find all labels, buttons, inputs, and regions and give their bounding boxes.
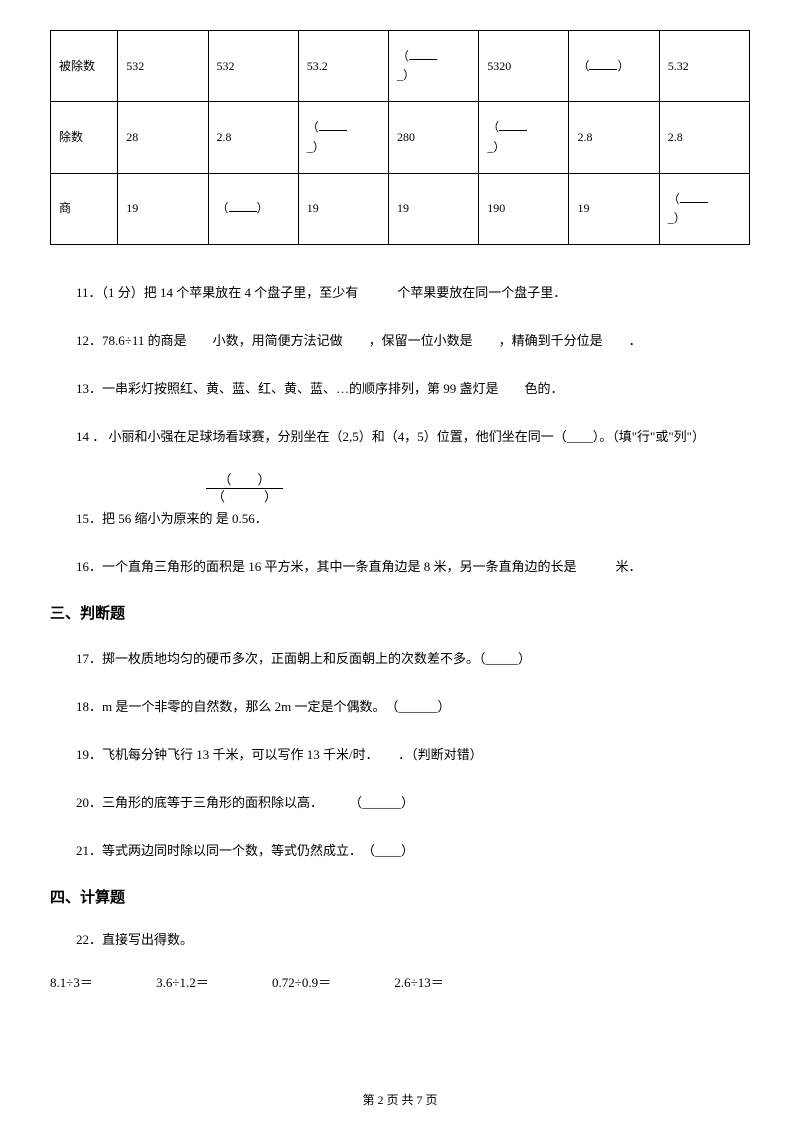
question-11: 11．（1 分）把 14 个苹果放在 4 个盘子里，至少有 个苹果要放在同一个盘…	[50, 280, 750, 306]
table-cell-blank: （_）	[298, 102, 388, 173]
question-18: 18．m 是一个非零的自然数，那么 2m 一定是个偶数。 （______）	[50, 694, 750, 720]
table-row: 被除数 532 532 53.2 （_） 5320 （） 5.32	[51, 31, 750, 102]
table-cell: 280	[388, 102, 478, 173]
table-row: 商 19 （） 19 19 190 19 （_）	[51, 173, 750, 244]
question-14: 14 ． 小丽和小强在足球场看球赛，分别坐在（2,5）和（4，5）位置，他们坐在…	[50, 424, 750, 450]
table-cell: 2.8	[659, 102, 749, 173]
calc-item: 8.1÷3＝	[50, 973, 93, 994]
row-label: 被除数	[51, 31, 118, 102]
question-16: 16．一个直角三角形的面积是 16 平方米，其中一条直角边是 8 米，另一条直角…	[50, 554, 750, 580]
row-label: 除数	[51, 102, 118, 173]
row-label: 商	[51, 173, 118, 244]
table-cell: 53.2	[298, 31, 388, 102]
table-cell: 5.32	[659, 31, 749, 102]
calc-item: 3.6÷1.2＝	[156, 973, 209, 994]
calc-items: 8.1÷3＝ 3.6÷1.2＝ 0.72÷0.9＝ 2.6÷13＝	[50, 973, 750, 994]
q15-pre: 15．把 56 缩小为原来的	[76, 511, 213, 526]
table-cell: 19	[569, 173, 659, 244]
section-heading-3: 三、判断题	[50, 602, 750, 626]
table-row: 除数 28 2.8 （_） 280 （_） 2.8 2.8	[51, 102, 750, 173]
fraction-numerator: （ ）	[206, 472, 283, 489]
question-15: （ ） （ ） 15．把 56 缩小为原来的 是 0.56．	[50, 472, 750, 532]
table-cell: 28	[118, 102, 208, 173]
page-footer: 第 2 页 共 7 页	[0, 1091, 800, 1110]
table-cell-blank: （）	[569, 31, 659, 102]
table-cell-blank: （_）	[659, 173, 749, 244]
calc-item: 0.72÷0.9＝	[272, 973, 331, 994]
table-cell: 532	[118, 31, 208, 102]
table-cell: 19	[298, 173, 388, 244]
table-cell: 2.8	[569, 102, 659, 173]
table-cell: 19	[118, 173, 208, 244]
table-cell: 19	[388, 173, 478, 244]
fraction: （ ） （ ）	[206, 472, 283, 504]
question-13: 13．一串彩灯按照红、黄、蓝、红、黄、蓝、…的顺序排列，第 99 盏灯是 色的．	[50, 376, 750, 402]
question-17: 17．掷一枚质地均匀的硬币多次，正面朝上和反面朝上的次数差不多。（_____）	[50, 646, 750, 672]
q15-post: 是 0.56．	[216, 511, 268, 526]
table-cell-blank: （_）	[479, 102, 569, 173]
table-cell-blank: （）	[208, 173, 298, 244]
question-20: 20．三角形的底等于三角形的面积除以高． （______）	[50, 790, 750, 816]
calc-item: 2.6÷13＝	[394, 973, 443, 994]
question-22: 22．直接写出得数。	[50, 930, 750, 951]
table-cell-blank: （_）	[388, 31, 478, 102]
table-cell: 5320	[479, 31, 569, 102]
table-cell: 532	[208, 31, 298, 102]
question-12: 12．78.6÷11 的商是 小数，用简便方法记做 ，保留一位小数是 ，精确到千…	[50, 328, 750, 354]
data-table: 被除数 532 532 53.2 （_） 5320 （） 5.32 除数 28 …	[50, 30, 750, 245]
table-cell: 190	[479, 173, 569, 244]
question-21: 21．等式两边同时除以同一个数，等式仍然成立． （____）	[50, 838, 750, 864]
question-19: 19．飞机每分钟飞行 13 千米，可以写作 13 千米/时． ．（判断对错）	[50, 742, 750, 768]
table-cell: 2.8	[208, 102, 298, 173]
fraction-denominator: （ ）	[206, 489, 283, 505]
section-heading-4: 四、计算题	[50, 886, 750, 910]
